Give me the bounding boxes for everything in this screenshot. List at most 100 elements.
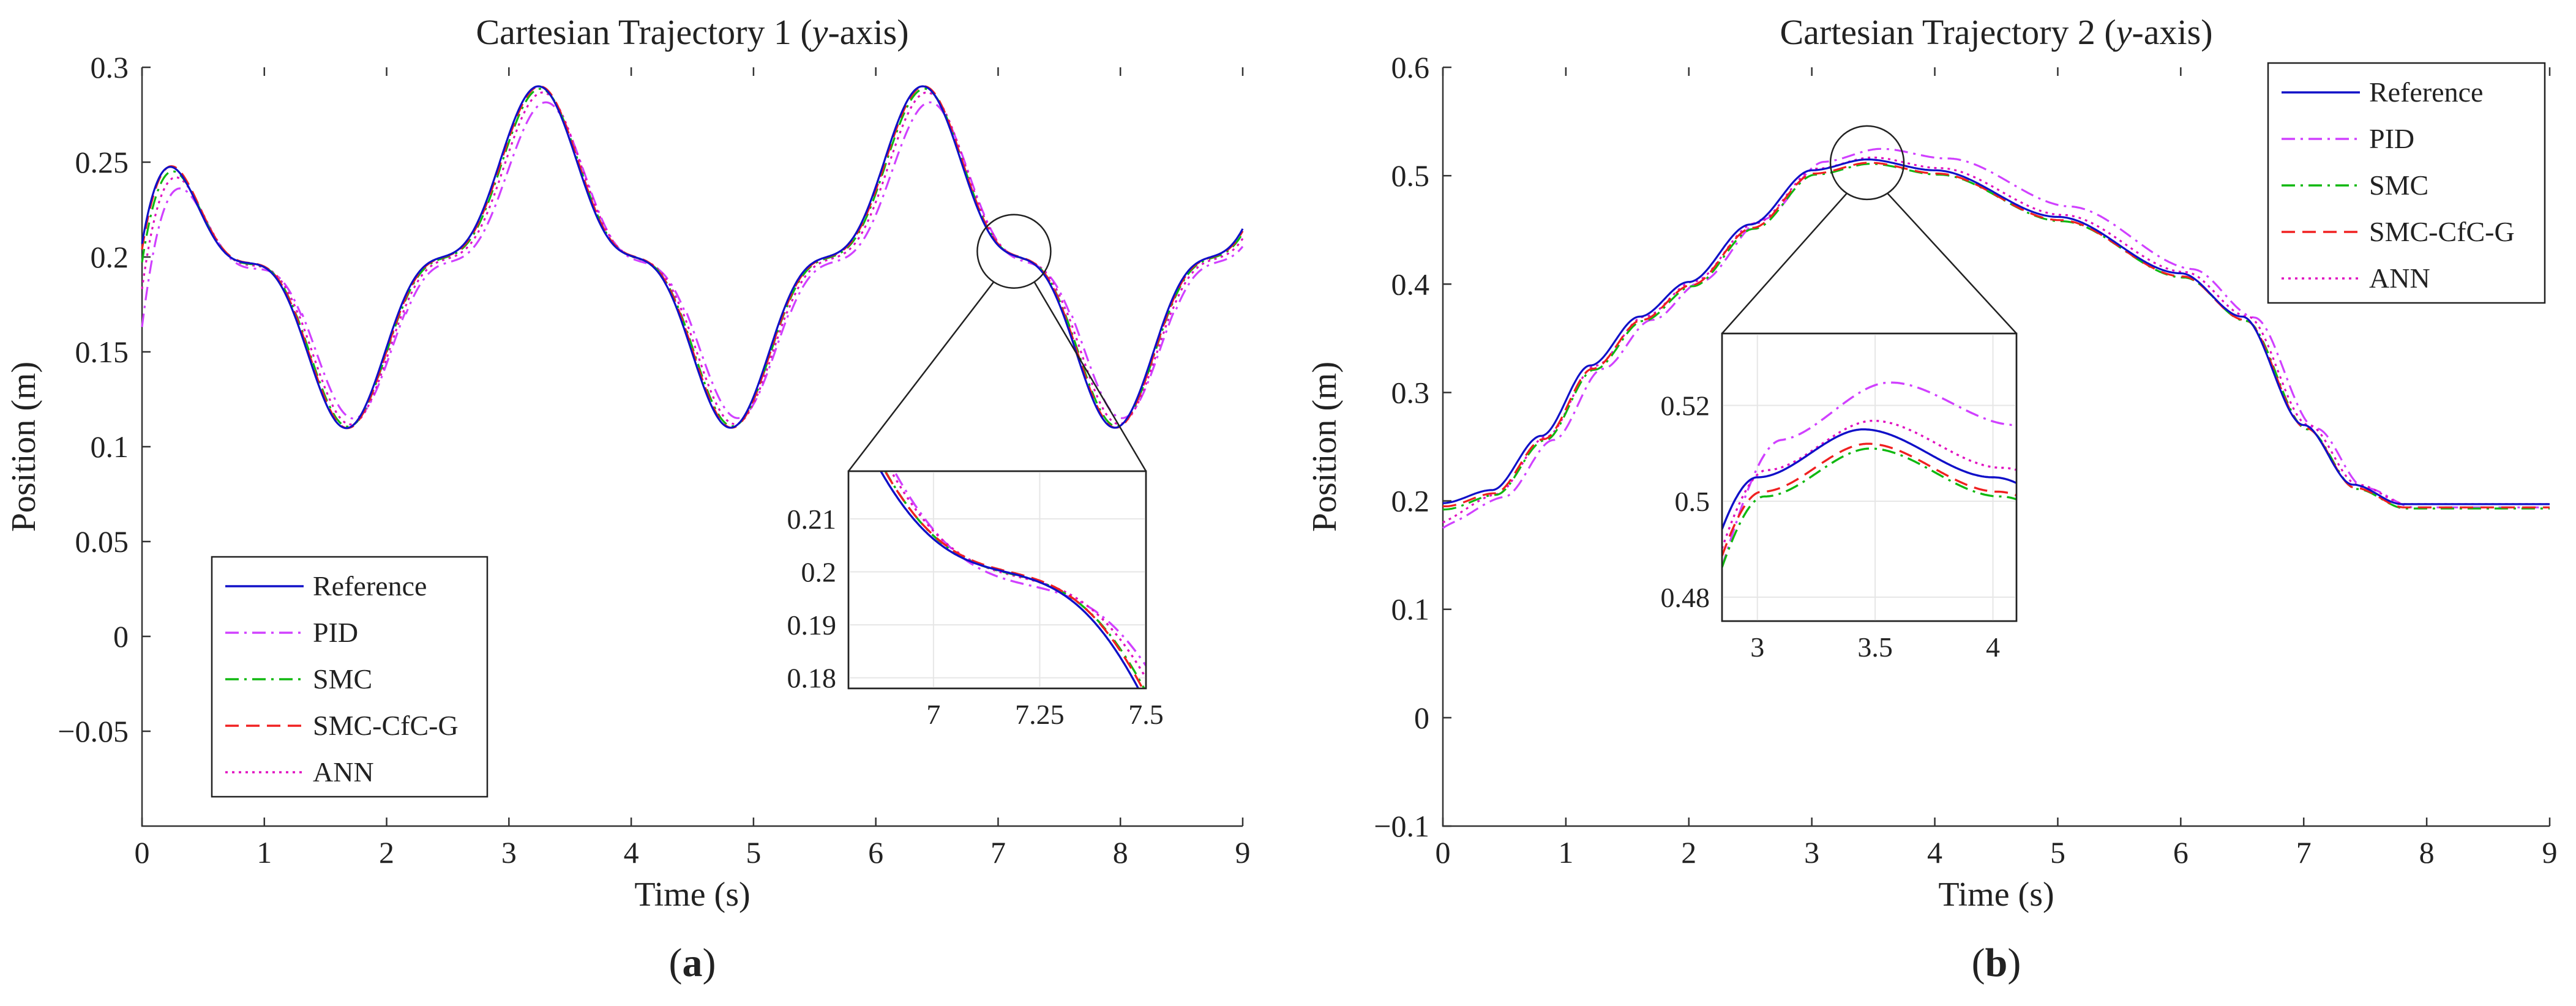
legend: Reference PID SMC SMC-CfC-G ANN bbox=[211, 556, 489, 798]
y-tick-label: 0.25 bbox=[75, 145, 129, 179]
legend-entry: Reference bbox=[313, 570, 427, 602]
y-tick-label: 0.1 bbox=[91, 430, 129, 464]
x-tick-label: 0 bbox=[1436, 835, 1451, 870]
inset-y-tick-label: 0.2 bbox=[801, 557, 837, 588]
panel-label: (b) bbox=[1972, 941, 2021, 985]
series-line-ann bbox=[1442, 156, 2550, 524]
inset-x-tick-label: 7 bbox=[926, 699, 940, 730]
legend-entry: ANN bbox=[313, 756, 374, 788]
inset-x-tick-label: 3 bbox=[1750, 632, 1764, 663]
panel-a: 0 1 2 3 4 5 6 7 8 9 −0.05 0 0.05 0.1 0.15 0.2 0.25 0.3 Car… bbox=[5, 12, 1251, 985]
inset-y-tick-label: 0.5 bbox=[1675, 486, 1710, 517]
y-tick-label: 0.5 bbox=[1391, 158, 1430, 193]
legend: Reference PID SMC SMC-CfC-G ANN bbox=[2267, 62, 2546, 304]
y-tick-label: 0.4 bbox=[1391, 267, 1430, 301]
legend-entry: SMC-CfC-G bbox=[2369, 216, 2515, 247]
legend-box bbox=[211, 556, 489, 798]
y-tick-label: 0 bbox=[1414, 701, 1429, 735]
x-tick-label: 9 bbox=[2542, 835, 2558, 870]
y-tick-label: 0.2 bbox=[91, 240, 129, 274]
x-tick-label: 8 bbox=[1113, 835, 1128, 870]
legend-entry: SMC bbox=[313, 663, 372, 695]
legend-entry: ANN bbox=[2369, 263, 2430, 294]
inset-frame bbox=[1721, 332, 2018, 622]
y-tick-label: 0.3 bbox=[1391, 375, 1430, 409]
y-axis-title: Position (m) bbox=[5, 362, 43, 532]
y-tick-label: 0.1 bbox=[1391, 592, 1430, 627]
x-tick-label: 4 bbox=[1927, 835, 1942, 870]
inset-series-pid bbox=[893, 471, 1146, 667]
series-line-pid bbox=[1442, 147, 2550, 529]
panel-label: (a) bbox=[669, 941, 716, 985]
x-tick-label: 0 bbox=[135, 835, 150, 870]
series-line-smc bbox=[141, 88, 1244, 428]
x-tick-label: 9 bbox=[1235, 835, 1251, 870]
x-axis-title: Time (s) bbox=[1938, 876, 2054, 914]
inset-border bbox=[1721, 332, 2018, 622]
chart-title: Cartesian Trajectory 1 (y-axis) bbox=[476, 12, 908, 52]
x-tick-label: 3 bbox=[501, 835, 517, 870]
x-tick-label: 6 bbox=[868, 835, 883, 870]
legend-entry: Reference bbox=[2369, 76, 2483, 108]
zoom-connector bbox=[1721, 192, 1848, 334]
y-tick-label: 0.05 bbox=[75, 524, 129, 559]
inset-y-tick-label: 0.19 bbox=[787, 609, 837, 641]
series-line-ann bbox=[141, 91, 1244, 426]
inset-x-tick-label: 7.25 bbox=[1015, 699, 1065, 730]
y-tick-label: 0.15 bbox=[75, 335, 129, 369]
inset-y-tick-label: 0.52 bbox=[1661, 390, 1710, 422]
x-tick-label: 4 bbox=[624, 835, 639, 870]
inset-series-smc-cfc-g bbox=[883, 471, 1144, 688]
zoom-connector bbox=[1887, 192, 2017, 334]
panel-b: 0 1 2 3 4 5 6 7 8 9−0.100.10.20.30.40.50.6Cartesi… bbox=[1306, 12, 2558, 985]
series-line-reference bbox=[1443, 158, 2550, 505]
y-tick-label: 0 bbox=[113, 619, 129, 654]
inset-border bbox=[847, 470, 1147, 690]
series-line-pid bbox=[141, 101, 1244, 420]
zoom-connector bbox=[848, 281, 995, 472]
x-tick-label: 2 bbox=[1681, 835, 1696, 870]
x-tick-label: 6 bbox=[2173, 835, 2188, 870]
x-tick-label: 1 bbox=[256, 835, 272, 870]
y-tick-label: 0.3 bbox=[91, 50, 129, 84]
zoom-circle bbox=[1829, 125, 1905, 201]
legend-entry: SMC bbox=[2369, 170, 2428, 201]
chart-title: Cartesian Trajectory 2 (y-axis) bbox=[1780, 12, 2212, 52]
x-tick-label: 3 bbox=[1804, 835, 1819, 870]
inset-y-tick-label: 0.18 bbox=[787, 663, 837, 694]
inset-series-smc-cfc-g bbox=[1722, 442, 2016, 557]
inset-plot bbox=[879, 471, 1146, 688]
series-line-reference bbox=[141, 85, 1244, 430]
x-tick-label: 7 bbox=[990, 835, 1006, 870]
legend-entry: SMC-CfC-G bbox=[313, 710, 459, 741]
x-tick-label: 5 bbox=[2050, 835, 2065, 870]
zoom-connector bbox=[1033, 281, 1147, 472]
y-tick-label: −0.05 bbox=[58, 714, 129, 748]
inset-y-tick-label: 0.48 bbox=[1661, 582, 1710, 613]
legend-box bbox=[2267, 62, 2546, 304]
x-tick-label: 5 bbox=[746, 835, 761, 870]
x-tick-label: 2 bbox=[379, 835, 394, 870]
inset-x-tick-label: 3.5 bbox=[1857, 632, 1893, 663]
series-line-smc-cfc-g bbox=[141, 85, 1244, 430]
x-tick-label: 1 bbox=[1558, 835, 1573, 870]
y-tick-label: 0.6 bbox=[1391, 50, 1430, 84]
legend-entry: PID bbox=[2369, 123, 2414, 154]
legend-entry: PID bbox=[313, 617, 358, 648]
inset-series-pid bbox=[1722, 381, 2016, 568]
y-tick-label: −0.1 bbox=[1374, 809, 1429, 843]
inset-series-reference bbox=[879, 471, 1140, 688]
inset-x-tick-label: 7.5 bbox=[1128, 699, 1164, 730]
zoom-circle bbox=[976, 214, 1052, 289]
x-axis-title: Time (s) bbox=[634, 876, 750, 914]
x-tick-label: 8 bbox=[2419, 835, 2435, 870]
inset-y-tick-label: 0.21 bbox=[787, 504, 837, 535]
x-tick-label: 7 bbox=[2296, 835, 2312, 870]
inset-frame bbox=[847, 470, 1147, 690]
y-tick-label: 0.2 bbox=[1391, 484, 1430, 518]
y-axis-title: Position (m) bbox=[1306, 362, 1344, 532]
inset-series-smc bbox=[1722, 447, 2016, 568]
inset-plot bbox=[1722, 381, 2016, 568]
series-line-smc-cfc-g bbox=[1443, 162, 2550, 509]
